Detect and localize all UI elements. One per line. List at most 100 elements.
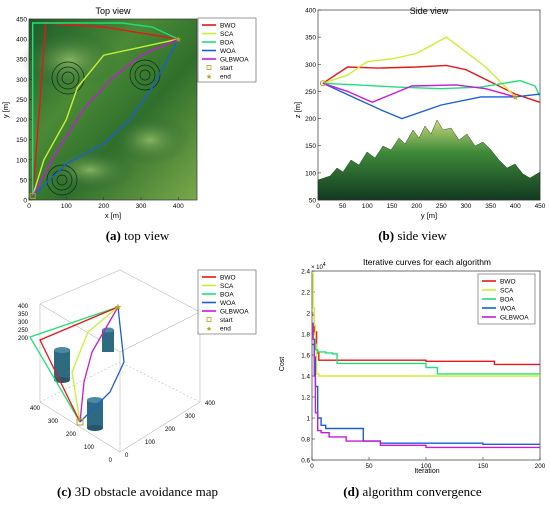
z-tick-label: 300 bbox=[18, 320, 29, 326]
start-icon bbox=[206, 317, 212, 322]
top-view-ylabel: y [m] bbox=[1, 102, 10, 118]
y-tick-label: 300 bbox=[305, 62, 316, 69]
caption-d-text: algorithm convergence bbox=[362, 484, 482, 499]
y-tick-label: 2.2 bbox=[301, 290, 310, 297]
caption-b: (b) side view bbox=[275, 228, 550, 244]
start-marker-3d bbox=[76, 418, 84, 426]
x-tick-label: 200 bbox=[98, 203, 109, 210]
y-tick-label: 400 bbox=[30, 406, 41, 412]
legend-label: GLBWOA bbox=[220, 309, 249, 316]
legend-entry-BWO: BWO bbox=[482, 279, 516, 286]
end-marker: ★ bbox=[175, 35, 182, 44]
y-tick-label: 1.8 bbox=[301, 332, 310, 339]
curve-SCA bbox=[312, 272, 540, 377]
x-tick-label: 0 bbox=[125, 453, 129, 459]
z-tick-label: 350 bbox=[18, 312, 29, 318]
x-tick-label: 0 bbox=[316, 203, 320, 210]
x-tick-label: 400 bbox=[205, 401, 216, 407]
y-tick-label: 400 bbox=[305, 8, 316, 15]
legend-label: start bbox=[220, 317, 233, 324]
legend-label: SCA bbox=[220, 283, 234, 290]
caption-c: (c) 3D obstacle avoidance map bbox=[0, 484, 275, 500]
x-tick-label: 250 bbox=[436, 203, 447, 210]
caption-c-text: 3D obstacle avoidance map bbox=[74, 484, 218, 499]
convergence-title: Iterative curves for each algorithm bbox=[363, 257, 491, 267]
caption-a-text: top view bbox=[124, 228, 170, 243]
y-tick-label: 50 bbox=[20, 177, 28, 184]
legend-entry-WOA: WOA bbox=[482, 306, 516, 313]
x-tick-label: 300 bbox=[185, 414, 196, 420]
3d-map-chart: ★ 200 250 300 350 400 400 300 200 100 0 0 100 200 300… bbox=[18, 269, 257, 464]
obstacle-rings bbox=[46, 59, 161, 196]
path-WOA-3d bbox=[79, 306, 125, 423]
side-view-xlabel: y [m] bbox=[421, 211, 437, 220]
legend-entry-GLBWOA: GLBWOA bbox=[202, 57, 249, 64]
y-tick-label: 0.8 bbox=[301, 437, 310, 444]
x-tick-label: 300 bbox=[461, 203, 472, 210]
3d-paths bbox=[29, 306, 125, 423]
legend-label: GLBWOA bbox=[220, 57, 249, 64]
3d-obstacles bbox=[54, 327, 114, 431]
curve-BWO bbox=[312, 314, 540, 366]
x-tick-label: 450 bbox=[535, 203, 546, 210]
terrain-ridge bbox=[20, 30, 120, 90]
panel-top-view: 0 100 200 300 400 0 50 100 150 200 250 300 350 400 450… bbox=[0, 0, 275, 222]
x-tick-label: 350 bbox=[485, 203, 496, 210]
y-tick-label: 250 bbox=[305, 89, 316, 96]
star-icon: ★ bbox=[206, 73, 212, 81]
y-tick-label: 0 bbox=[109, 458, 113, 464]
y-tick-label: 0.6 bbox=[301, 458, 310, 465]
panel-side-view: 0 50 100 150 200 250 300 350 400 450 50 100 150 200 25… bbox=[275, 0, 550, 222]
y-tick-label: 1.4 bbox=[301, 374, 310, 381]
cylinder-obstacle bbox=[54, 377, 70, 383]
legend-label: BOA bbox=[220, 292, 234, 299]
cylinder-obstacle bbox=[102, 330, 114, 352]
legend-entry-SCA: SCA bbox=[202, 283, 234, 290]
legend-label: BWO bbox=[220, 23, 236, 30]
legend-entry-BOA: BOA bbox=[482, 297, 514, 304]
z-tick-label: 400 bbox=[18, 304, 29, 310]
cylinder-obstacle bbox=[87, 397, 103, 403]
path-SCA-3d bbox=[71, 306, 119, 423]
top-view-xlabel: x [m] bbox=[105, 211, 121, 220]
path-SCA bbox=[32, 38, 179, 197]
legend-label: start bbox=[220, 65, 233, 72]
x-tick-label: 100 bbox=[145, 440, 156, 446]
y-tick-label: 400 bbox=[16, 37, 27, 44]
path-GLBWOA bbox=[32, 38, 179, 197]
legend-entry-SCA: SCA bbox=[482, 288, 514, 295]
y-tick-label: 1 bbox=[306, 416, 310, 423]
terrain-ridge bbox=[110, 115, 190, 165]
top-view-chart: 0 100 200 300 400 0 50 100 150 200 250 300 350 400 450… bbox=[1, 6, 257, 220]
y-tick-label: 450 bbox=[16, 17, 27, 24]
y-tick-label: 250 bbox=[16, 97, 27, 104]
caption-b-label: (b) bbox=[378, 228, 395, 243]
convergence-exponent: × 104 bbox=[311, 262, 326, 271]
top-view-title: Top view bbox=[95, 6, 131, 16]
legend-label: WOA bbox=[220, 48, 236, 55]
x-tick-label: 100 bbox=[421, 463, 432, 470]
x-tick-label: 150 bbox=[478, 463, 489, 470]
y-tick-label: 0 bbox=[23, 198, 27, 205]
legend-label: BWO bbox=[220, 275, 236, 282]
legend-entry-end: ★ end bbox=[206, 73, 231, 81]
legend-entry-WOA: WOA bbox=[202, 300, 236, 307]
path-GLBWOA-3d bbox=[79, 306, 119, 423]
caption-b-text: side view bbox=[397, 228, 447, 243]
y-tick-label: 350 bbox=[305, 35, 316, 42]
caption-d-label: (d) bbox=[343, 484, 360, 499]
curve-GLBWOA bbox=[312, 322, 540, 449]
convergence-xlabel: Iteration bbox=[414, 468, 439, 475]
legend-label: WOA bbox=[500, 306, 516, 313]
y-tick-label: 150 bbox=[16, 137, 27, 144]
convergence-chart: 0 50 100 150 200 0.6 0.8 1 1.2 1.4 1.6 1.8 2 2.2 2.4 I… bbox=[279, 257, 546, 475]
legend-label: end bbox=[220, 326, 231, 333]
legend-entry-BWO: BWO bbox=[202, 275, 236, 282]
y-tick-label: 1.2 bbox=[301, 395, 310, 402]
legend-entry-GLBWOA: GLBWOA bbox=[482, 315, 529, 322]
x-tick-label: 200 bbox=[165, 427, 176, 433]
side-view-title: Side view bbox=[410, 6, 449, 16]
z-tick-label: 200 bbox=[18, 336, 29, 342]
panel-3d-map: ★ 200 250 300 350 400 400 300 200 100 0 0 100 200 300… bbox=[0, 252, 275, 477]
